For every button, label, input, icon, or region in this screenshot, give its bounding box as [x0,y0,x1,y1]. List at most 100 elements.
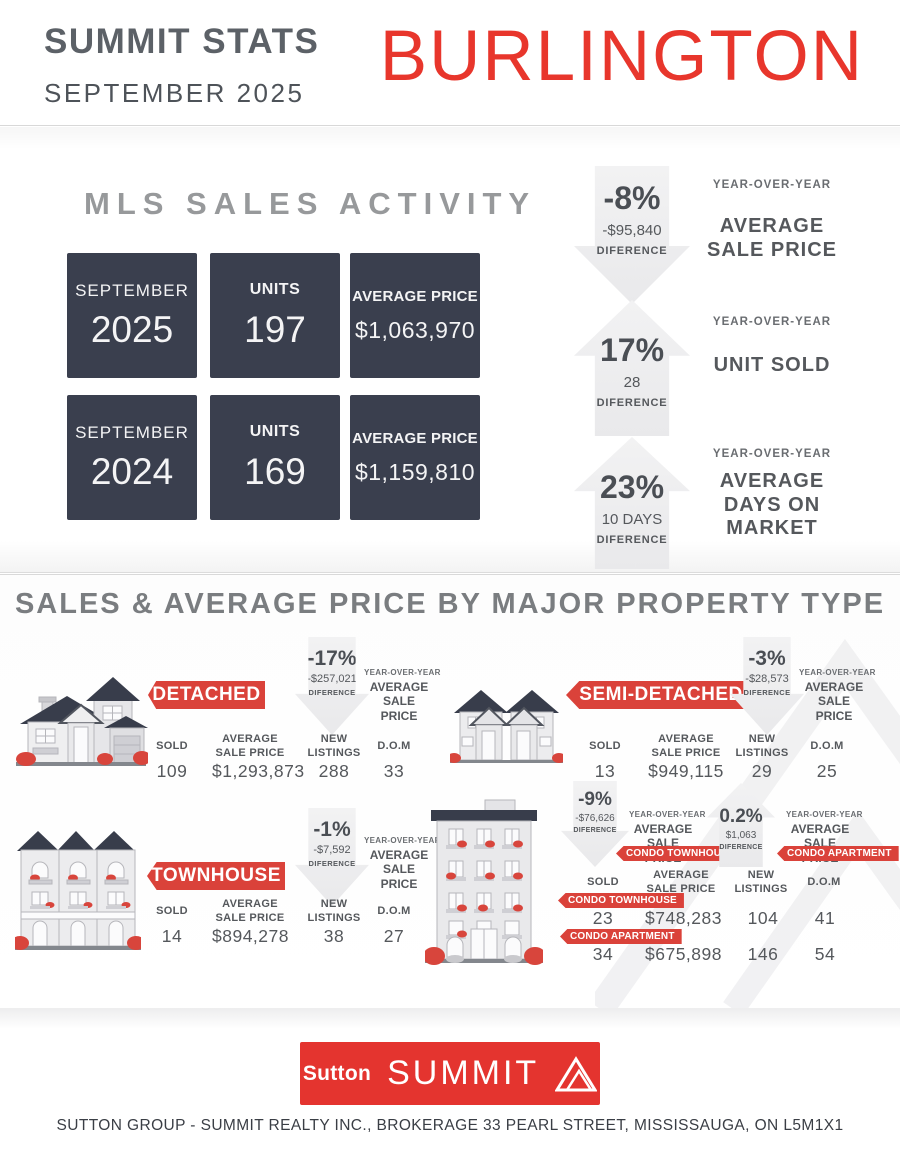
yoy-percent: 23% [599,469,665,505]
avg-price-value: $1,063,970 [354,316,476,343]
avg-price-box-2024: AVERAGE PRICE $1,159,810 [350,395,480,520]
condo-apartment-dom: 54 [814,944,836,964]
month-label: SEPTEMBER [75,280,189,300]
condo-townhouse-tag: CONDO TOWNHOUSE [616,846,742,861]
yoy-amount: 28 [623,374,641,391]
yoy-percent: -3% [748,647,786,670]
year-over-year-label: YEAR-OVER-YEAR [786,810,863,819]
avg-price-value: $1,159,810 [354,458,476,485]
stat-sold: SOLD 13 [589,740,621,781]
difference-label: DIFERENCE [743,688,791,697]
condo-header-sold: SOLD [587,876,619,889]
yoy-metric-name: UNIT SOLD [713,354,831,376]
condo-header-avg-price: AVERAGE SALE PRICE [646,869,716,895]
yoy-amount: 10 DAYS [601,511,663,528]
condo-townhouse-new-listings: 104 [747,908,779,928]
stat-dom: D.O.M 25 [810,740,844,781]
units-label: UNITS [249,280,301,298]
sutton-summit-logo: Sutton SUMMIT [300,1042,600,1105]
stat-new-listings: NEW LISTINGS 38 [307,898,361,946]
stat-avg-price: AVERAGE SALE PRICE $894,278 [212,898,289,946]
report-period: SEPTEMBER 2025 [44,78,305,108]
difference-label: DIFERENCE [596,534,668,546]
condo-townhouse-dom: 41 [814,908,836,928]
month-label: SEPTEMBER [75,422,189,442]
yoy-metric-block: YEAR-OVER-YEAR UNIT SOLD [702,316,842,378]
yoy-metric-name: AVERAGE DAYS ON MARKET [719,470,825,540]
yoy-percent: 0.2% [719,806,763,827]
yoy-amount: $1,063 [725,830,757,841]
brand-title: SUMMIT STATS [44,22,320,61]
sutton-wordmark: Sutton [302,1061,372,1085]
condo-townhouse-avg-price: $748,283 [645,908,722,928]
yoy-amount: -$76,626 [575,813,615,824]
year-over-year-label: YEAR-OVER-YEAR [712,448,832,460]
stat-new-listings: NEW LISTINGS 288 [307,733,361,781]
brokerage-address: SUTTON GROUP - SUMMIT REALTY INC., BROKE… [56,1117,844,1134]
condo-header-dom: D.O.M [807,876,841,889]
difference-label: DIFERENCE [308,688,356,697]
condo-apartment-row-tag: CONDO APARTMENT [560,929,682,944]
year-over-year-label: YEAR-OVER-YEAR [712,316,832,328]
yoy-amount: -$95,840 [602,222,662,239]
avg-price-label: AVERAGE PRICE [352,429,478,447]
yoy-percent: -17% [307,647,357,670]
yoy-percent: -9% [578,789,612,810]
year-over-year-label: YEAR-OVER-YEAR [364,836,441,845]
condo-townhouse-sold: 23 [592,908,614,928]
difference-label: DIFERENCE [719,844,763,851]
month-box-2024: SEPTEMBER 2024 [67,395,197,520]
header: SUMMIT STATS SEPTEMBER 2025 BURLINGTON [0,0,900,126]
footer-divider [0,1008,900,1038]
summit-wordmark: SUMMIT [387,1054,540,1092]
year-value: 2024 [90,450,174,492]
yoy-amount: -$257,021 [307,673,357,685]
difference-label: DIFERENCE [596,397,668,409]
condo-apartment-avg-price: $675,898 [645,944,722,964]
year-value: 2025 [90,308,174,350]
year-over-year-label: YEAR-OVER-YEAR [364,668,441,677]
stat-new-listings: NEW LISTINGS 29 [735,733,789,781]
avg-price-label: AVERAGE PRICE [352,287,478,305]
detached-ribbon: DETACHED [148,681,265,709]
semi-detached-ribbon: SEMI-DETACHED [566,681,756,709]
stat-avg-price: AVERAGE SALE PRICE $1,293,873 [212,733,305,781]
units-value: 169 [244,450,306,492]
semi-detached-house-illustration [450,690,563,763]
stat-avg-price: AVERAGE SALE PRICE $949,115 [648,733,724,781]
yoy-amount: -$28,573 [745,673,789,685]
condo-building-illustration [425,799,543,965]
condo-header-new-listings: NEW LISTINGS [734,869,788,895]
units-box-2025: UNITS 197 [210,253,340,378]
mls-section-title: MLS SALES ACTIVITY [84,186,537,221]
month-box-2025: SEPTEMBER 2025 [67,253,197,378]
yoy-metric-block: YEAR-OVER-YEAR AVERAGE SALE PRICE [364,836,441,891]
yoy-metric-block: YEAR-OVER-YEAR AVERAGE SALE PRICE [364,668,441,723]
property-section-title: SALES & AVERAGE PRICE BY MAJOR PROPERTY … [14,588,886,620]
yoy-amount: -$7,592 [313,844,351,856]
yoy-metric-block: YEAR-OVER-YEAR AVERAGE SALE PRICE [702,179,842,262]
stat-sold: SOLD 109 [156,740,188,781]
yoy-percent: -8% [603,180,661,216]
condo-apartment-tag: CONDO APARTMENT [777,846,899,861]
avg-price-box-2025: AVERAGE PRICE $1,063,970 [350,253,480,378]
condo-apartment-sold: 34 [592,944,614,964]
year-over-year-label: YEAR-OVER-YEAR [799,668,876,677]
yoy-metric-name: AVERAGE SALE PRICE [369,680,429,723]
townhouse-illustration [15,831,141,950]
year-over-year-label: YEAR-OVER-YEAR [712,179,832,191]
yoy-metric-name: AVERAGE SALE PRICE [804,680,864,723]
units-label: UNITS [249,422,301,440]
stat-dom: D.O.M 33 [377,740,411,781]
city-title: BURLINGTON [379,17,864,96]
yoy-metric-name: AVERAGE SALE PRICE [706,215,838,261]
difference-label: DIFERENCE [308,859,356,868]
condo-townhouse-row-tag: CONDO TOWNHOUSE [558,893,684,908]
summit-triangle-icon [555,1055,598,1091]
detached-house-illustration [16,677,148,766]
yoy-metric-name: AVERAGE SALE PRICE [369,848,429,891]
difference-label: DIFERENCE [573,827,617,834]
stat-dom: D.O.M 27 [377,905,411,946]
yoy-percent: -1% [313,818,351,841]
